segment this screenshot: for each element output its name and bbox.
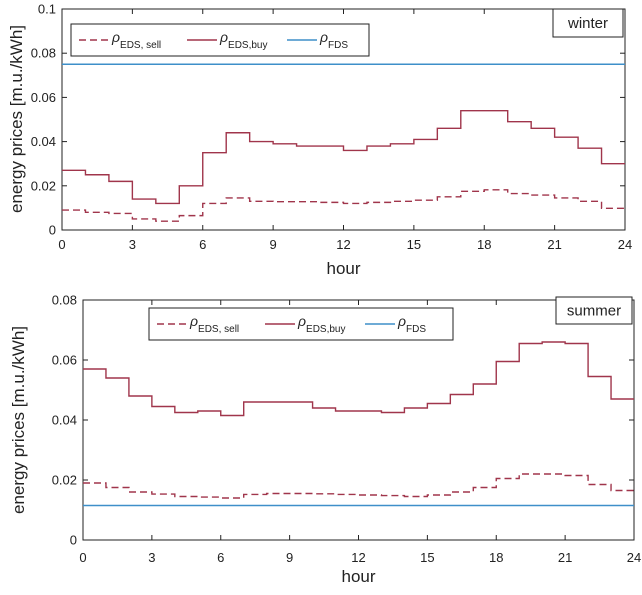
series-line-eds-buy — [83, 341, 634, 417]
season-tag-box — [552, 8, 624, 38]
x-tick-label: 9 — [270, 237, 277, 252]
x-tick-label: 0 — [79, 550, 86, 565]
x-tick-label: 12 — [336, 237, 350, 252]
y-axis-label: energy prices [m.u./kWh] — [7, 25, 26, 213]
winter-chart-panel: 0 3 6 9 12 15 18 21 24 0 0.02 0.04 0.06 0.08 0.1 hour en… — [7, 2, 632, 279]
x-tick-label: 9 — [286, 550, 293, 565]
legend-entry-label: ρEDS, sell — [111, 29, 161, 51]
x-tick-label: 24 — [627, 550, 641, 565]
y-tick-label: 0.1 — [38, 2, 56, 17]
y-tick-label: 0.02 — [31, 178, 56, 193]
legend-entry-label: ρEDS,buy — [297, 313, 346, 335]
legend: ρEDS, sell ρEDS,buy ρFDS — [70, 23, 370, 57]
series-line-eds-sell — [62, 189, 625, 222]
x-tick-label: 0 — [58, 237, 65, 252]
y-tick-label: 0.02 — [52, 473, 77, 488]
legend-box — [148, 307, 454, 341]
x-tick-label: 3 — [129, 237, 136, 252]
x-tick-label: 12 — [351, 550, 365, 565]
x-tick-label: 21 — [547, 237, 561, 252]
y-tick-label: 0.04 — [52, 413, 77, 428]
y-tick-label: 0.04 — [31, 134, 56, 149]
season-tag-label: summer — [567, 303, 621, 320]
legend-entry-label: ρEDS, sell — [189, 313, 239, 335]
season-tag-box — [555, 296, 633, 325]
x-tick-label: 15 — [420, 550, 434, 565]
x-tick-label: 18 — [477, 237, 491, 252]
y-tick-label: 0.06 — [31, 90, 56, 105]
season-tag-label: winter — [567, 15, 608, 32]
y-tick-label: 0 — [70, 533, 77, 548]
series-line-eds-sell — [83, 473, 634, 499]
legend-entry-label: ρEDS,buy — [219, 29, 268, 51]
x-tick-label: 6 — [217, 550, 224, 565]
legend: ρEDS, sell ρEDS,buy ρFDS — [148, 307, 454, 341]
y-axis-label: energy prices [m.u./kWh] — [9, 326, 28, 514]
x-tick-label: 15 — [407, 237, 421, 252]
y-tick-label: 0 — [49, 223, 56, 238]
x-axis-label: hour — [326, 259, 360, 278]
x-tick-label: 18 — [489, 550, 503, 565]
summer-chart-panel: 0 3 6 9 12 15 18 21 24 0 0.02 0.04 0.06 0.08 hour energ… — [9, 293, 641, 587]
x-tick-label: 3 — [148, 550, 155, 565]
y-tick-label: 0.08 — [31, 46, 56, 61]
legend-entry-label: ρFDS — [397, 313, 426, 335]
x-tick-label: 6 — [199, 237, 206, 252]
x-tick-label: 24 — [618, 237, 632, 252]
y-tick-label: 0.08 — [52, 293, 77, 308]
y-tick-label: 0.06 — [52, 353, 77, 368]
x-tick-label: 21 — [558, 550, 572, 565]
legend-entry-label: ρFDS — [319, 29, 348, 51]
series-line-eds-buy — [62, 109, 625, 205]
x-axis-label: hour — [341, 567, 375, 586]
legend-box — [70, 23, 370, 57]
